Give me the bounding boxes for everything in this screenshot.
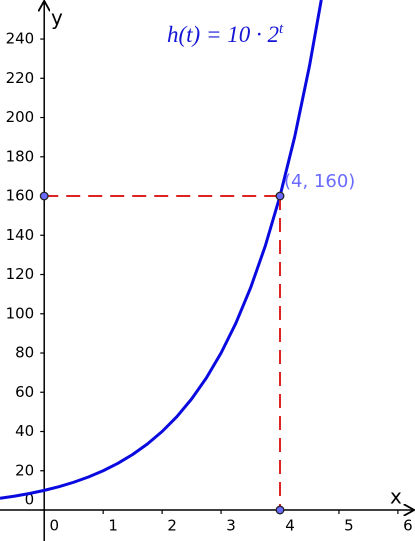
formula-text: h(t) = 10 · 2	[167, 22, 279, 47]
y-tick-label: 100	[6, 304, 35, 322]
x-axis-label: x	[390, 485, 402, 509]
y-tick-label: 20	[15, 461, 34, 479]
x-tick-label: 5	[344, 516, 354, 534]
x-tick-label: 2	[167, 516, 177, 534]
point-y-axis	[39, 191, 49, 201]
y-tick-label: 160	[6, 187, 35, 205]
y-tick-label: 120	[6, 265, 35, 283]
y-tick-label: 200	[6, 108, 35, 126]
y-tick-label: 140	[6, 226, 35, 244]
curve	[0, 0, 323, 500]
point	[275, 191, 285, 201]
x-tick-label: 6	[403, 516, 413, 534]
y-tick-label: 80	[15, 344, 34, 362]
y-tick-label: 180	[6, 147, 35, 165]
x-tick-label: 3	[226, 516, 236, 534]
x-tick-label: 4	[285, 516, 295, 534]
x-tick-label: 1	[108, 516, 118, 534]
y-tick-label: 0	[25, 490, 35, 508]
point-label: (4, 160)	[284, 171, 355, 192]
y-tick-label: 220	[6, 69, 35, 87]
formula: h(t) = 10 · 2t	[167, 21, 284, 47]
y-tick-label: 240	[6, 30, 35, 48]
formula-exponent: t	[279, 21, 284, 37]
y-tick-label: 60	[15, 383, 34, 401]
x-tick-label: 0	[49, 516, 59, 534]
y-tick-label: 40	[15, 422, 34, 440]
point-x-axis	[275, 505, 285, 515]
y-axis-label: y	[51, 6, 63, 30]
